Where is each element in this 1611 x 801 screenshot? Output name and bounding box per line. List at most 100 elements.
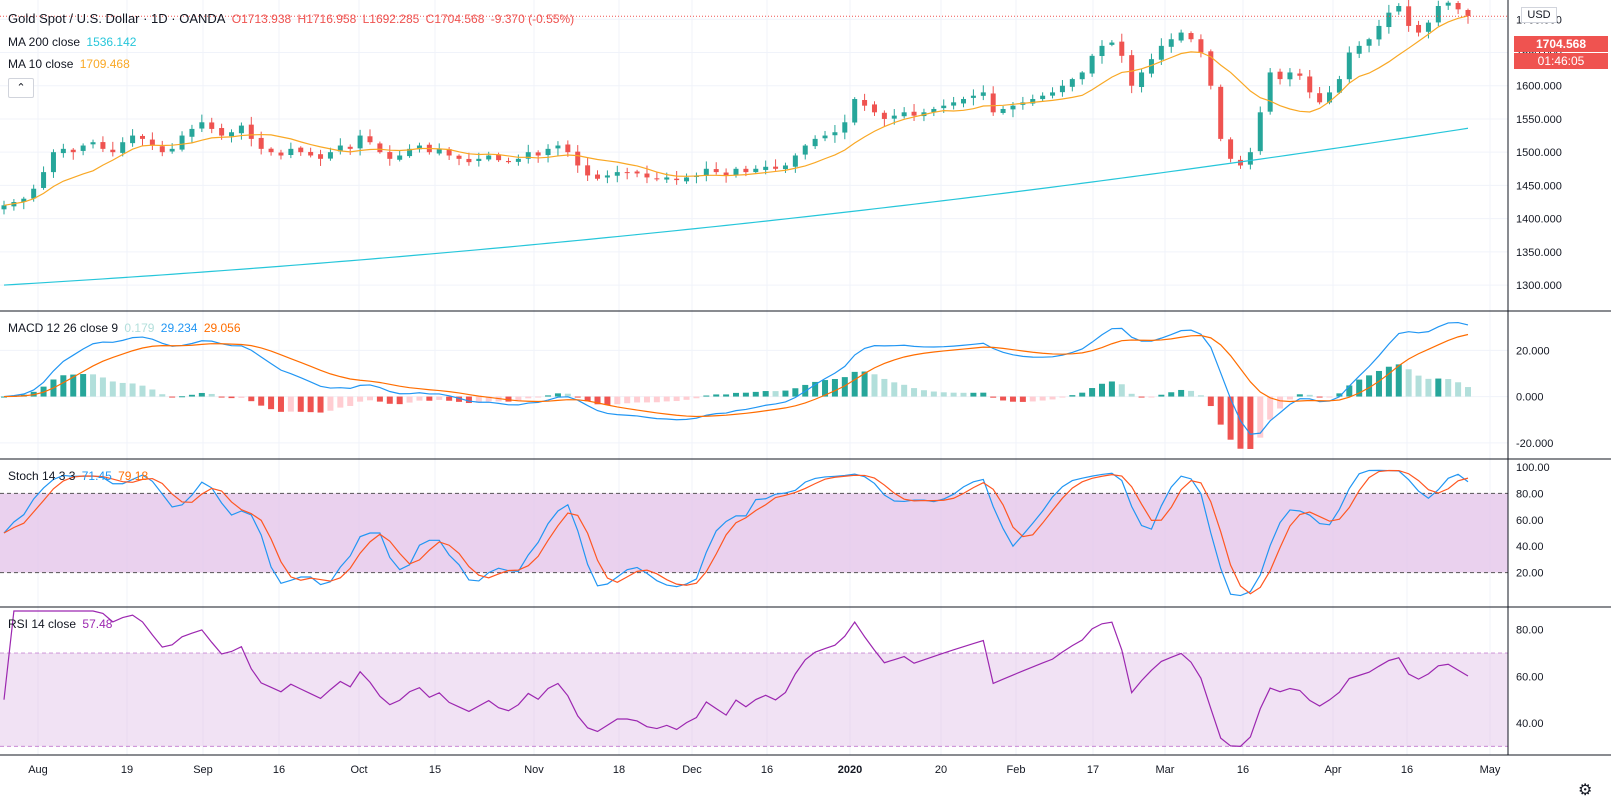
macd-histogram-bar — [564, 393, 571, 397]
candle-body — [703, 168, 709, 176]
macd-label: MACD 12 26 close 9 — [8, 321, 119, 335]
macd-histogram-bar — [1128, 393, 1135, 397]
macd-histogram-bar — [297, 396, 304, 412]
candle-body — [862, 99, 868, 106]
candle-body — [881, 112, 887, 119]
candle-body — [1366, 39, 1372, 46]
macd-histogram-bar — [268, 396, 275, 410]
stoch-legend[interactable]: Stoch 14 3 3 71.45 79.18 — [8, 469, 151, 483]
candle-body — [238, 125, 244, 134]
candle-body — [1000, 108, 1006, 113]
candle-body — [1158, 45, 1164, 60]
macd-legend[interactable]: MACD 12 26 close 9 0.179 29.234 29.056 — [8, 321, 244, 335]
ma10-legend[interactable]: MA 10 close 1709.468 — [8, 57, 133, 71]
candle-body — [229, 132, 235, 137]
macd-histogram-bar — [1326, 396, 1333, 398]
macd-histogram-bar — [1277, 396, 1284, 409]
candle-body — [753, 168, 759, 173]
candle-body — [1148, 59, 1154, 74]
candle-body — [1445, 2, 1451, 6]
macd-histogram-bar — [782, 390, 789, 397]
candle-body — [931, 108, 937, 113]
macd-histogram-bar — [673, 396, 680, 402]
stoch-label: Stoch 14 3 3 — [8, 469, 76, 483]
price-tick-label: 1550.000 — [1516, 114, 1562, 126]
currency-button[interactable]: USD — [1521, 7, 1557, 23]
candle-body — [634, 171, 640, 174]
candle-body — [1307, 76, 1313, 93]
macd-histogram-bar — [950, 392, 957, 397]
candle-body — [852, 99, 858, 123]
macd-histogram-bar — [258, 396, 265, 406]
candle-body — [812, 138, 818, 147]
symbol-title: Gold Spot / U.S. Dollar · 1D · OANDA — [8, 11, 226, 26]
chevron-up-icon: ⌃ — [16, 82, 26, 94]
macd-histogram-bar — [703, 395, 710, 397]
macd-histogram-bar — [1385, 366, 1392, 397]
macd-histogram-bar — [881, 378, 888, 397]
macd-histogram-bar — [1079, 392, 1086, 397]
candle-body — [1396, 6, 1402, 12]
candle-body — [1435, 6, 1441, 23]
collapse-legend-button[interactable]: ⌃ — [8, 78, 34, 98]
time-tick-label: 17 — [1087, 764, 1099, 776]
time-tick-label: Oct — [350, 764, 367, 776]
gear-icon[interactable]: ⚙ — [1578, 782, 1593, 799]
open-value: O1713.938 — [231, 12, 292, 26]
macd-histogram-bar — [1069, 395, 1076, 397]
macd-histogram-bar — [139, 385, 146, 397]
macd-histogram-bar — [485, 396, 492, 402]
candle-body — [654, 178, 660, 180]
macd-histogram-bar — [891, 382, 898, 397]
candle-body — [585, 165, 591, 176]
candle-body — [347, 146, 353, 149]
price-tick-label: 1500.000 — [1516, 147, 1562, 159]
rsi-legend[interactable]: RSI 14 close 57.48 — [8, 617, 115, 631]
stoch-k-value: 71.45 — [81, 469, 112, 483]
stoch-tick-label: 40.00 — [1516, 541, 1544, 553]
macd-histogram-bar — [772, 391, 779, 397]
time-tick-label: 15 — [429, 764, 441, 776]
macd-histogram-bar — [475, 396, 482, 403]
candle-body — [1346, 52, 1352, 80]
candle-body — [535, 152, 541, 156]
macd-histogram-bar — [634, 396, 641, 403]
time-tick-label: Sep — [193, 764, 213, 776]
ma200-line — [3, 127, 1469, 286]
candle-body — [1040, 95, 1046, 100]
candle-body — [357, 135, 363, 149]
ma200-label: MA 200 close — [8, 35, 81, 49]
macd-histogram-bar — [792, 388, 799, 397]
candle-body — [21, 198, 27, 202]
candle-body — [60, 148, 66, 154]
candle-body — [1, 205, 7, 210]
candle-body — [515, 158, 521, 162]
candle-body — [575, 151, 581, 166]
macd-histogram-bar — [1207, 396, 1214, 407]
symbol-legend: Gold Spot / U.S. Dollar · 1D · OANDA O17… — [8, 11, 577, 26]
time-tick-label: Feb — [1007, 764, 1026, 776]
candle-body — [149, 139, 155, 146]
macd-histogram-bar — [1267, 396, 1274, 420]
macd-histogram-bar — [1217, 396, 1224, 425]
candle-body — [159, 146, 165, 153]
ma200-legend[interactable]: MA 200 close 1536.142 — [8, 35, 139, 49]
macd-histogram-bar — [1296, 394, 1303, 397]
candle-body — [1010, 105, 1016, 110]
candle-body — [1208, 51, 1214, 86]
macd-histogram-bar — [980, 392, 987, 397]
macd-histogram-bar — [1197, 395, 1204, 397]
macd-histogram-bar — [80, 374, 87, 397]
candle-body — [1327, 92, 1333, 103]
candle-body — [782, 165, 788, 170]
macd-histogram-bar — [535, 396, 542, 398]
macd-histogram-bar — [624, 396, 631, 404]
rsi-value: 57.48 — [82, 617, 113, 631]
macd-histogram-bar — [337, 396, 344, 408]
macd-histogram-bar — [1247, 396, 1254, 449]
candle-body — [298, 147, 304, 153]
time-tick-label: 20 — [935, 764, 947, 776]
macd-histogram-bar — [119, 382, 126, 397]
macd-histogram-bar — [1306, 394, 1313, 397]
